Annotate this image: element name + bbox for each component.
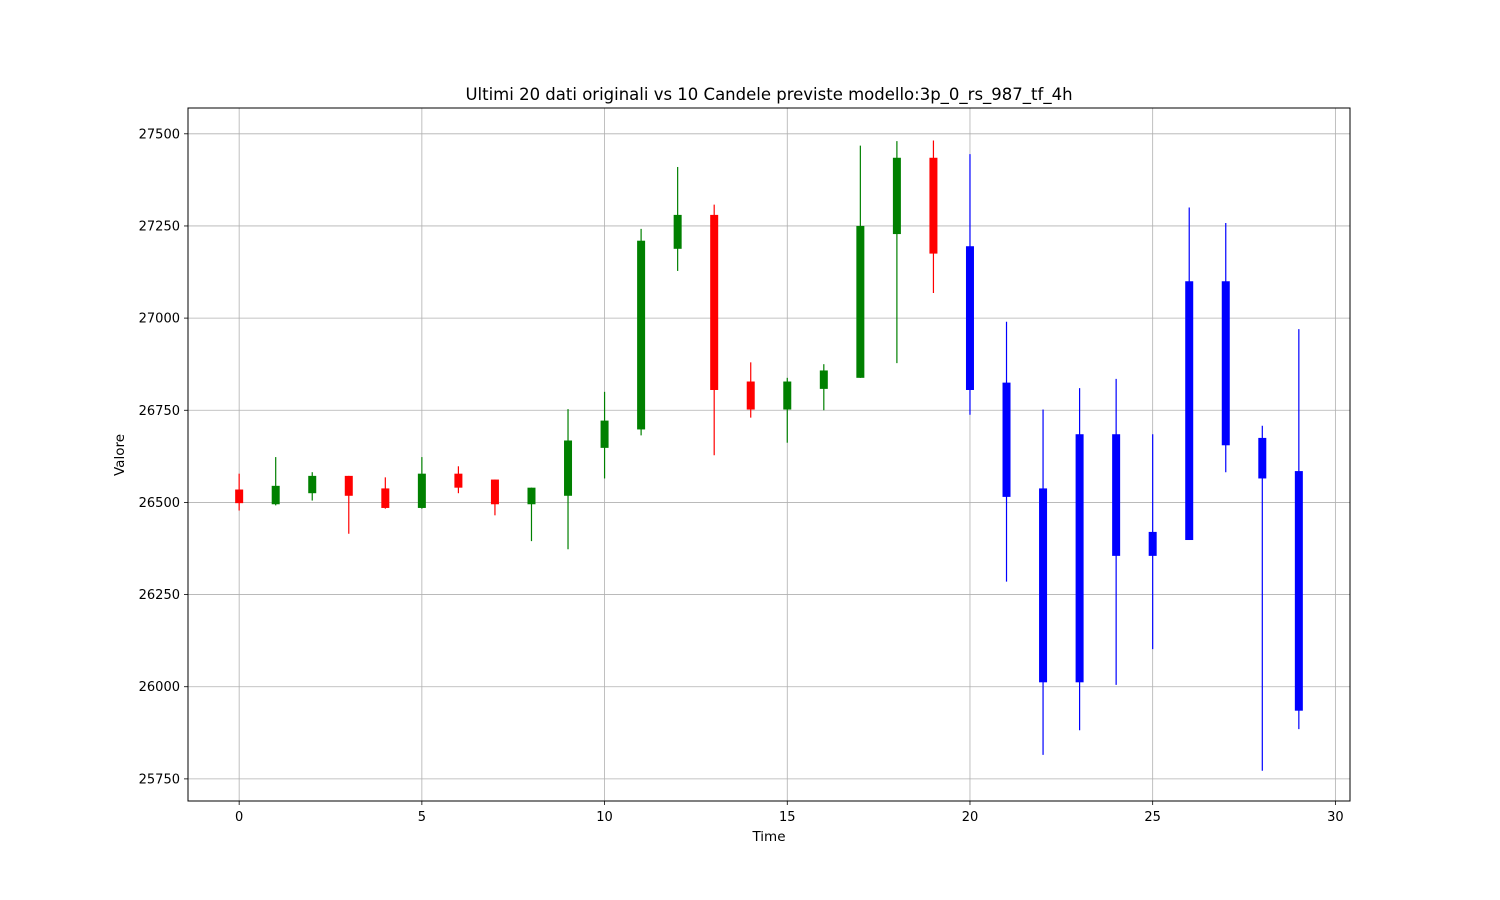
candle-body	[271, 485, 280, 505]
x-tick-label: 15	[779, 810, 796, 825]
axis-ticks: 0 5 10 15 20 25 30 25750 26000 26250 26500 26750 270…	[139, 127, 1344, 825]
candle-body	[1002, 382, 1011, 497]
candle-body	[235, 489, 244, 504]
original-candle	[673, 166, 682, 271]
y-tick-label: 26000	[139, 680, 180, 695]
candle-body	[965, 246, 974, 390]
candle-body	[454, 473, 463, 488]
forecast-candle	[1039, 409, 1048, 755]
x-tick-label: 30	[1327, 810, 1344, 825]
candle-body	[1112, 434, 1121, 556]
original-candle	[929, 140, 938, 294]
candle-body	[308, 475, 317, 494]
candle-body	[892, 157, 901, 235]
candle-body	[381, 488, 390, 508]
x-axis-title: Time	[751, 829, 785, 845]
forecast-candle	[965, 154, 974, 415]
candle-body	[1148, 531, 1157, 556]
forecast-candle	[1221, 223, 1230, 473]
forecast-candle	[1294, 329, 1303, 730]
original-candle	[344, 475, 353, 534]
original-candle	[271, 457, 280, 506]
candle-body	[564, 440, 573, 496]
candle-body	[929, 157, 938, 254]
candles	[235, 140, 1303, 771]
plot-frame	[187, 107, 1351, 802]
forecast-candle	[1112, 378, 1121, 685]
original-candle	[308, 472, 317, 501]
candle-body	[1294, 471, 1303, 711]
grid-lines	[188, 108, 1350, 801]
original-candle	[564, 409, 573, 550]
candle-body	[637, 240, 646, 430]
x-tick-label: 5	[418, 810, 426, 825]
candle-body	[1221, 281, 1230, 446]
original-candle	[381, 477, 390, 509]
candle-body	[783, 381, 792, 410]
candle-body	[1185, 281, 1194, 541]
plot-area	[188, 108, 1350, 801]
candle-body	[819, 370, 828, 389]
chart-title: Ultimi 20 dati originali vs 10 Candele p…	[465, 85, 1072, 105]
forecast-candle	[1075, 388, 1084, 731]
original-candle	[600, 391, 609, 479]
y-tick-label: 26500	[139, 496, 180, 511]
x-tick-label: 25	[1144, 810, 1161, 825]
y-axis-title: Valore	[112, 434, 128, 476]
candle-body	[1258, 437, 1267, 479]
original-candle	[819, 364, 828, 411]
original-candle	[637, 228, 646, 436]
original-candle	[783, 377, 792, 443]
y-tick-label: 27500	[139, 127, 180, 142]
candle-body	[1039, 488, 1048, 683]
original-candle	[454, 466, 463, 494]
forecast-candle	[1185, 207, 1194, 541]
original-candle	[490, 479, 499, 516]
forecast-candle	[1258, 425, 1267, 771]
candle-body	[490, 479, 499, 505]
original-candle	[417, 457, 426, 509]
original-candle	[527, 487, 536, 542]
y-tick-label: 25750	[139, 772, 180, 787]
candle-body	[1075, 434, 1084, 683]
x-tick-label: 20	[962, 810, 979, 825]
candle-body	[673, 214, 682, 249]
forecast-candle	[1002, 321, 1011, 582]
candle-body	[746, 381, 755, 410]
candle-body	[527, 487, 536, 505]
original-candle	[856, 145, 865, 378]
y-tick-label: 26750	[139, 404, 180, 419]
x-tick-label: 0	[235, 810, 243, 825]
original-candle	[892, 141, 901, 364]
x-tick-label: 10	[596, 810, 613, 825]
original-candle	[710, 204, 719, 456]
y-tick-label: 26250	[139, 588, 180, 603]
candle-body	[344, 475, 353, 496]
candle-body	[600, 420, 609, 448]
y-tick-label: 27250	[139, 219, 180, 234]
original-candle	[235, 473, 244, 511]
y-tick-label: 27000	[139, 312, 180, 327]
original-candle	[746, 362, 755, 418]
forecast-candle	[1148, 434, 1157, 650]
candle-body	[856, 225, 865, 378]
candle-body	[417, 473, 426, 508]
candle-body	[710, 214, 719, 390]
